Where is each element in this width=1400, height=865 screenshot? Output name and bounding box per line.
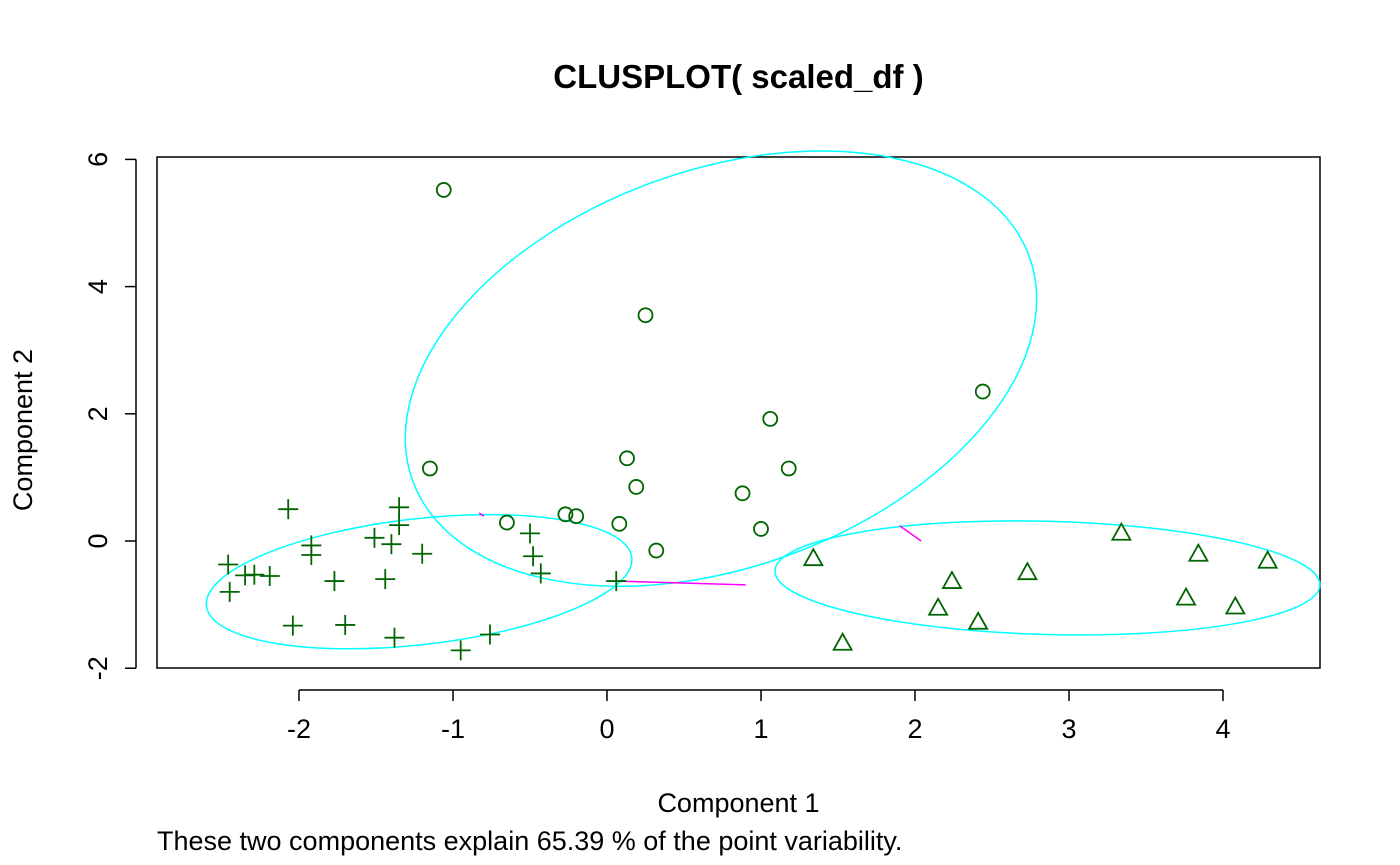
y-tick-label: 2 xyxy=(83,406,113,421)
plus-point xyxy=(520,523,540,544)
cluster-ellipse xyxy=(205,513,633,650)
circle-point xyxy=(498,514,515,531)
circle-point xyxy=(619,450,635,467)
triangle-point xyxy=(941,570,963,589)
plus-point xyxy=(324,571,345,592)
plus-point xyxy=(364,527,385,548)
x-tick-label: 3 xyxy=(1061,714,1076,744)
plus-point xyxy=(301,544,322,565)
y-axis-label: Component 2 xyxy=(8,348,38,512)
axes: -2 -1 0 1 2 3 4 -2 0 2 4 6 xyxy=(83,152,1231,744)
cluster-ellipse xyxy=(404,150,1038,588)
x-tick-label: -2 xyxy=(287,714,311,744)
plus-point xyxy=(381,534,402,555)
plus-point xyxy=(389,497,410,518)
cluster-connector xyxy=(899,525,922,542)
plus-point xyxy=(218,554,239,575)
circle-point xyxy=(628,479,645,495)
plus-point xyxy=(335,614,356,635)
triangle-point xyxy=(1257,549,1279,569)
x-tick-label: 2 xyxy=(907,714,922,744)
cluster-connector xyxy=(478,512,485,517)
cluster-connector xyxy=(616,580,746,586)
plus-point xyxy=(384,627,405,648)
x-axis-label: Component 1 xyxy=(657,788,820,818)
triangle-point xyxy=(927,596,949,616)
x-tick-label: -1 xyxy=(441,714,465,744)
y-tick-label: 6 xyxy=(83,152,113,167)
triangle-point xyxy=(802,547,824,567)
plus-point xyxy=(375,569,396,590)
circle-point xyxy=(637,307,654,324)
plus-point xyxy=(278,499,299,520)
triangle-point xyxy=(1175,586,1197,606)
x-tick-label: 1 xyxy=(753,714,768,744)
x-tick-label: 0 xyxy=(599,714,614,744)
plus-point xyxy=(389,515,410,536)
x-tick-label: 4 xyxy=(1215,714,1230,744)
y-tick-label: 4 xyxy=(83,279,113,294)
triangle-point xyxy=(967,610,989,630)
y-tick-label: -2 xyxy=(83,656,113,680)
triangle-point xyxy=(1110,521,1132,541)
data-points xyxy=(218,182,1279,661)
plus-point xyxy=(606,571,627,592)
plus-point xyxy=(479,624,500,645)
plus-point xyxy=(450,640,471,661)
circle-point xyxy=(557,506,574,523)
circle-point xyxy=(611,515,628,532)
circle-point xyxy=(435,182,452,198)
chart-title: CLUSPLOT( scaled_df ) xyxy=(553,58,924,95)
cluster-ellipses xyxy=(205,150,1321,650)
triangle-point xyxy=(832,631,854,651)
circle-point xyxy=(568,508,585,525)
plus-point xyxy=(412,543,433,564)
cluster-ellipse xyxy=(774,520,1321,636)
plus-point xyxy=(523,546,544,567)
plot-frame xyxy=(156,156,1321,669)
circle-point xyxy=(974,383,991,400)
triangle-point xyxy=(1016,561,1038,581)
circle-point xyxy=(753,521,769,537)
circle-point xyxy=(734,485,751,502)
circle-point xyxy=(648,542,665,559)
circle-point xyxy=(421,460,438,477)
circle-point xyxy=(780,460,797,477)
circle-point xyxy=(762,410,779,427)
y-tick-label: 0 xyxy=(83,533,113,548)
triangle-point xyxy=(1187,542,1209,562)
plus-point xyxy=(530,563,551,584)
plus-point xyxy=(282,615,303,636)
plus-point xyxy=(244,564,265,585)
chart-subtitle: These two components explain 65.39 % of … xyxy=(157,826,903,856)
plus-point xyxy=(259,565,280,586)
plus-point xyxy=(219,581,240,602)
triangle-point xyxy=(1224,595,1246,615)
cluster-connectors xyxy=(478,512,922,586)
